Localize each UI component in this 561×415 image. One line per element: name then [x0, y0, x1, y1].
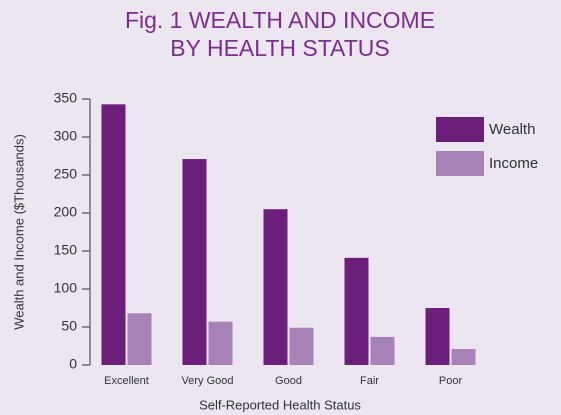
- y-tick-label: 200: [54, 204, 78, 220]
- y-tick-label: 50: [61, 318, 77, 334]
- bar: [370, 336, 395, 365]
- bar: [263, 209, 288, 365]
- chart-title: Fig. 1 WEALTH AND INCOME: [125, 7, 435, 33]
- bar: [344, 257, 369, 365]
- chart-title: BY HEALTH STATUS: [170, 35, 389, 61]
- x-tick-label: Poor: [439, 375, 463, 387]
- legend-label: Wealth: [489, 121, 535, 138]
- y-tick-label: 100: [54, 280, 78, 296]
- y-tick-label: 300: [54, 128, 78, 144]
- bar: [101, 104, 126, 365]
- x-tick-label: Very Good: [182, 375, 234, 387]
- bar: [289, 327, 314, 365]
- bar: [208, 321, 233, 365]
- legend-swatch: [436, 151, 484, 176]
- y-tick-label: 150: [54, 242, 78, 258]
- x-tick-label: Excellent: [104, 375, 149, 387]
- legend-label: Income: [489, 155, 538, 172]
- y-tick-label: 250: [54, 166, 78, 182]
- bar: [451, 349, 476, 365]
- y-tick-label: 350: [54, 90, 78, 106]
- legend-swatch: [436, 117, 484, 142]
- bar: [182, 159, 207, 365]
- bar: [127, 313, 152, 365]
- x-axis-label: Self-Reported Health Status: [199, 397, 361, 412]
- bar: [425, 308, 450, 365]
- y-tick-label: 0: [69, 356, 77, 372]
- y-axis-label: Wealth and Income ($Thousands): [11, 134, 26, 330]
- x-tick-label: Fair: [360, 375, 379, 387]
- x-tick-label: Good: [275, 375, 302, 387]
